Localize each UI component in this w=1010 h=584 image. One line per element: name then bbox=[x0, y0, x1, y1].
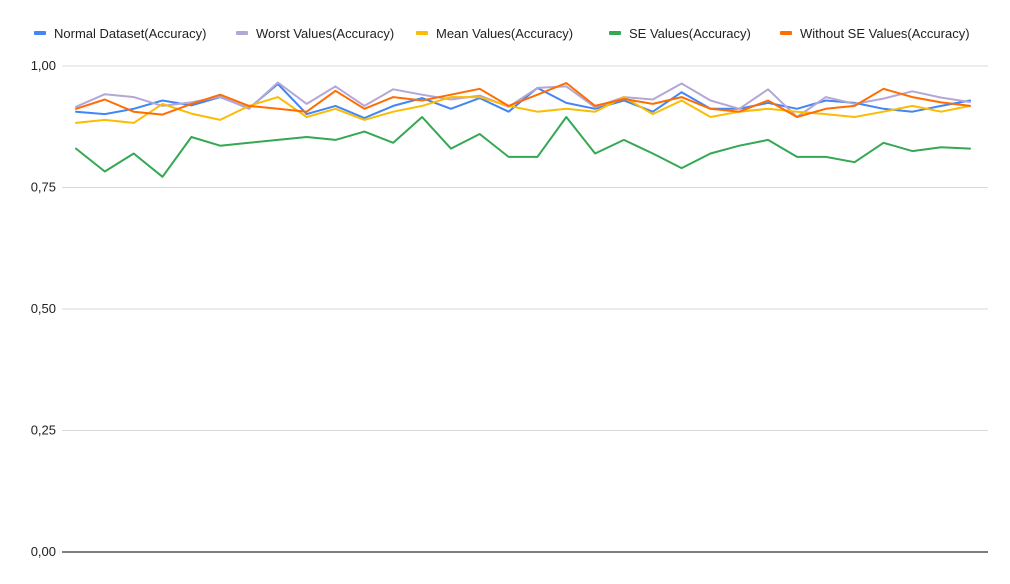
legend-item[interactable]: Normal Dataset(Accuracy) bbox=[34, 26, 206, 41]
legend-label: SE Values(Accuracy) bbox=[629, 26, 751, 41]
y-tick-label: 1,00 bbox=[31, 58, 56, 73]
legend-label: Worst Values(Accuracy) bbox=[256, 26, 394, 41]
legend-label: Mean Values(Accuracy) bbox=[436, 26, 573, 41]
legend-label: Without SE Values(Accuracy) bbox=[800, 26, 970, 41]
series-line-3 bbox=[75, 96, 971, 124]
y-tick-label: 0,25 bbox=[31, 423, 56, 438]
plot-area bbox=[75, 81, 971, 178]
legend-item[interactable]: SE Values(Accuracy) bbox=[609, 26, 751, 41]
series-line-4 bbox=[75, 116, 971, 178]
gridlines bbox=[62, 65, 988, 553]
legend-item[interactable]: Mean Values(Accuracy) bbox=[416, 26, 573, 41]
legend-swatch bbox=[34, 31, 46, 35]
legend-item[interactable]: Without SE Values(Accuracy) bbox=[780, 26, 970, 41]
legend: Normal Dataset(Accuracy) Worst Values(Acc… bbox=[34, 26, 970, 41]
y-tick-label: 0,00 bbox=[31, 544, 56, 559]
legend-swatch bbox=[416, 31, 428, 35]
y-tick-label: 0,50 bbox=[31, 301, 56, 316]
y-tick-label: 0,75 bbox=[31, 180, 56, 195]
legend-swatch bbox=[236, 31, 248, 35]
legend-swatch bbox=[780, 31, 792, 35]
y-axis: 0,00 0,25 0,50 0,75 1,00 bbox=[31, 58, 56, 559]
series-line-5 bbox=[75, 82, 971, 118]
series-line-2 bbox=[75, 81, 971, 118]
legend-item[interactable]: Worst Values(Accuracy) bbox=[236, 26, 394, 41]
legend-label: Normal Dataset(Accuracy) bbox=[54, 26, 206, 41]
legend-swatch bbox=[609, 31, 621, 35]
